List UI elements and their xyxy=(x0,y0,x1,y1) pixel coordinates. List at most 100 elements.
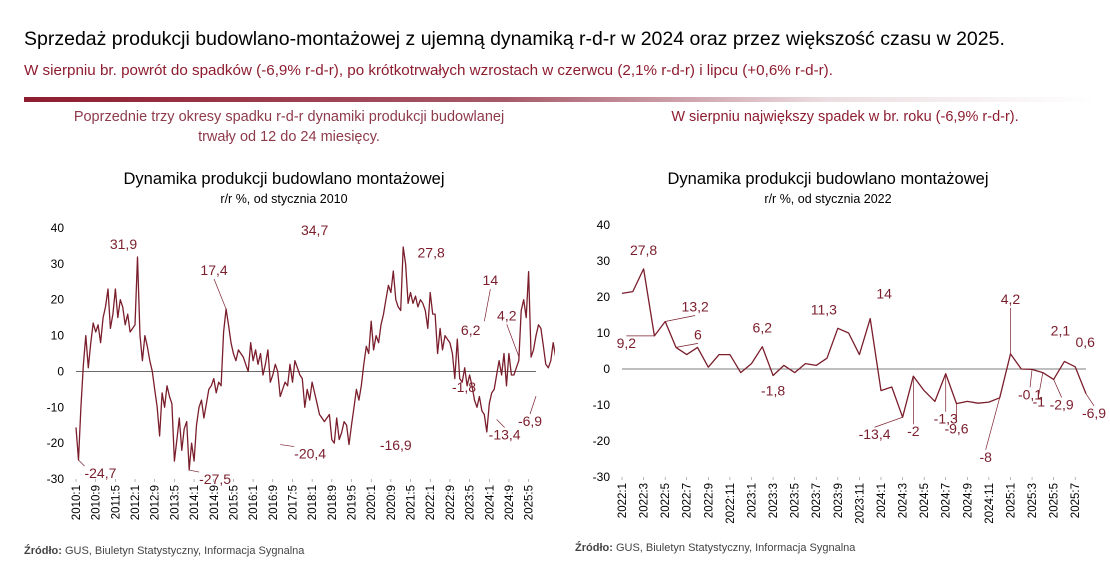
y-tick-label: -10 xyxy=(47,400,65,414)
x-tick-label: 2016:1 xyxy=(248,485,260,520)
annotation-leader xyxy=(1038,372,1044,395)
annotation-label: 0,6 xyxy=(1075,334,1095,350)
x-tick-label: 2022:9 xyxy=(703,483,715,518)
annotation-leader xyxy=(280,444,295,447)
y-tick-label: 0 xyxy=(57,364,64,378)
x-tick-label: 2022:1 xyxy=(617,483,629,518)
x-tick-label: 2013:5 xyxy=(169,485,181,520)
x-tick-label: 2023:11 xyxy=(854,483,866,524)
y-tick-label: -30 xyxy=(47,472,65,486)
annotation-leader xyxy=(496,419,505,428)
annotation-label: -9,6 xyxy=(944,421,968,437)
y-tick-label: -20 xyxy=(47,436,65,450)
source-right: Źródło: GUS, Biuletyn Statystyczny, Info… xyxy=(575,542,855,554)
annotation-label: -16,9 xyxy=(380,437,412,453)
x-tick-label: 2015:5 xyxy=(228,485,240,520)
x-tick-label: 2023:9 xyxy=(833,483,845,518)
x-tick-label: 2024:7 xyxy=(941,483,953,518)
source-left-text: GUS, Biuletyn Statystyczny, Informacja S… xyxy=(61,545,305,557)
x-tick-label: 2023:5 xyxy=(465,485,477,520)
annotation-label: 11,3 xyxy=(811,301,837,317)
source-left: Źródło: GUS, Biuletyn Statystyczny, Info… xyxy=(24,545,304,557)
x-tick-label: 2018:1 xyxy=(307,485,319,520)
annotation-label: -13,4 xyxy=(859,426,891,442)
annotation-label: 14 xyxy=(483,272,499,288)
annotation-label: -1,8 xyxy=(761,382,785,398)
annotation-leader xyxy=(189,469,200,473)
annotation-label: -6,9 xyxy=(518,413,542,429)
y-tick-label: -10 xyxy=(593,398,611,412)
x-tick-label: 2016:9 xyxy=(268,485,280,520)
x-tick-label: 2023:7 xyxy=(811,483,823,518)
chart-subtitle: r/r %, od stycznia 2022 xyxy=(764,192,891,206)
x-tick-label: 2022:3 xyxy=(639,483,651,518)
chart-subtitle: r/r %, od stycznia 2010 xyxy=(220,192,347,206)
page-subtitle: W sierpniu br. powrót do spadków (-6,9% … xyxy=(24,62,833,79)
header-divider xyxy=(24,97,1096,102)
x-tick-label: 2023:3 xyxy=(768,483,780,518)
annotation-label: -13,4 xyxy=(489,426,521,442)
x-tick-label: 2021:5 xyxy=(406,485,418,520)
x-tick-label: 2010:9 xyxy=(91,485,103,520)
x-tick-label: 2022:9 xyxy=(445,485,457,520)
source-right-text: GUS, Biuletyn Statystyczny, Informacja S… xyxy=(612,542,856,554)
annotation-leader xyxy=(78,459,85,467)
annotation-label: -6,9 xyxy=(1082,405,1106,421)
annotation-label: -8 xyxy=(979,449,992,465)
note-right: W sierpniu największy spadek w br. roku … xyxy=(671,109,1019,125)
annotation-label: 13,2 xyxy=(682,298,709,314)
x-tick-label: 2024:5 xyxy=(919,483,931,518)
series-line xyxy=(621,268,1087,418)
x-tick-label: 2022:5 xyxy=(660,483,672,518)
note-left: Poprzednie trzy okresy spadku r-d-r dyna… xyxy=(73,109,505,145)
x-tick-label: 2012:1 xyxy=(130,485,142,520)
annotation-label: 6,2 xyxy=(753,320,773,336)
annotation-leader xyxy=(665,315,696,322)
source-right-label: Źródło: xyxy=(575,542,613,554)
y-tick-label: -20 xyxy=(593,434,611,448)
y-tick-label: -30 xyxy=(593,470,611,484)
annotation-leader xyxy=(1053,379,1062,398)
annotation-leader xyxy=(874,416,903,428)
x-tick-label: 2022:1 xyxy=(425,485,437,520)
y-tick-label: 20 xyxy=(597,290,611,304)
annotation-leader xyxy=(675,343,699,348)
annotation-label: -2 xyxy=(907,423,920,439)
annotation-label: 34,7 xyxy=(301,222,328,238)
y-tick-label: 30 xyxy=(51,257,65,271)
annotation-label: 6,2 xyxy=(461,322,481,338)
x-tick-label: 2014:9 xyxy=(209,485,221,520)
annotation-label: -1,3 xyxy=(934,411,958,427)
annotation-label: 2,1 xyxy=(1051,322,1071,338)
x-tick-label: 2012:9 xyxy=(150,485,162,520)
annotation-label: 4,2 xyxy=(1001,291,1021,307)
x-tick-label: 2017:5 xyxy=(287,485,299,520)
x-tick-label: 2024:9 xyxy=(504,485,516,520)
annotation-label: -24,7 xyxy=(84,465,116,481)
annotation-leader xyxy=(529,396,537,415)
annotation-label: -1 xyxy=(1033,394,1046,410)
annotation-leader xyxy=(213,278,227,310)
x-tick-label: 2018:9 xyxy=(327,485,339,520)
annotation-label: 17,4 xyxy=(200,262,227,278)
x-tick-label: 2014:1 xyxy=(189,485,201,520)
annotation-label: 6 xyxy=(694,326,702,342)
x-tick-label: 2024:11 xyxy=(984,483,996,524)
x-tick-label: 2024:3 xyxy=(898,483,910,518)
y-tick-label: 40 xyxy=(597,218,611,232)
annotation-label: 27,8 xyxy=(418,245,445,261)
x-tick-label: 2022:11 xyxy=(725,483,737,524)
y-tick-label: 10 xyxy=(51,329,65,343)
y-tick-label: 40 xyxy=(51,221,65,235)
x-tick-label: 2024:1 xyxy=(876,483,888,518)
x-tick-label: 2023:1 xyxy=(746,483,758,518)
x-tick-label: 2023:5 xyxy=(790,483,802,518)
x-tick-label: 2020:1 xyxy=(366,485,378,520)
x-tick-label: 2025:5 xyxy=(1049,483,1061,518)
x-tick-label: 2025:7 xyxy=(1070,483,1082,518)
annotation-label: 31,9 xyxy=(110,236,137,252)
series-line xyxy=(75,246,555,471)
annotation-label: 14 xyxy=(876,286,892,302)
annotation-leader xyxy=(1085,393,1095,407)
annotation-label: 4,2 xyxy=(497,307,517,323)
